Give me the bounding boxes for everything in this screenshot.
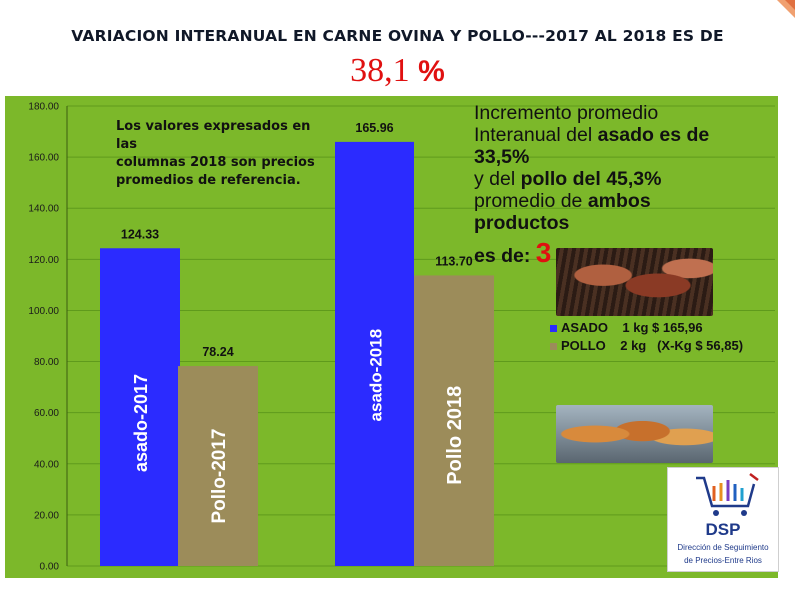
y-tick-label: 80.00 (34, 357, 59, 368)
callout-text: promedio de (474, 190, 588, 212)
data-label: 124.33 (121, 227, 159, 241)
legend-swatch (550, 342, 557, 350)
y-tick-label: 120.00 (28, 255, 59, 266)
callout-bold: es de: (474, 245, 536, 267)
note-line: las (116, 137, 137, 152)
legend-item-pollo: POLLO 2 kg (X-Kg $ 56,85) (550, 337, 743, 355)
legend-item-asado: ASADO 1 kg $ 165,96 (550, 319, 743, 337)
callout-line: promedio de ambos (474, 190, 774, 212)
callout-line: Interanual del asado es de (474, 124, 774, 146)
y-tick-label: 100.00 (28, 306, 59, 317)
dsp-logo: DSP Dirección de Seguimiento de Precios-… (667, 467, 779, 572)
pollo-photo (556, 405, 713, 463)
legend: ASADO 1 kg $ 165,96 POLLO 2 kg (X-Kg $ 5… (550, 319, 743, 355)
category-label: asado-2017 (131, 374, 151, 472)
shopping-cart-icon (696, 473, 759, 516)
callout-line: 33,5% (474, 146, 774, 168)
chart-note: Los valores expresados en las columnas 2… (116, 118, 326, 190)
bar (100, 248, 180, 567)
callout-red: 3 (535, 237, 552, 268)
y-tick-label: 60.00 (34, 408, 59, 419)
callout-line: productos (474, 212, 774, 234)
y-tick-label: 180.00 (28, 102, 59, 113)
logo-subtitle: Dirección de Seguimiento (677, 543, 769, 552)
callout-bold: pollo del 45,3% (520, 168, 662, 190)
callout-bold: 33,5% (474, 146, 530, 168)
legend-swatch (550, 324, 557, 332)
category-label: asado-2018 (367, 329, 386, 422)
legend-label: ASADO 1 kg $ 165,96 (561, 320, 703, 335)
y-tick-label: 140.00 (28, 204, 59, 215)
page-title: VARIACION INTERANUAL EN CARNE OVINA Y PO… (71, 27, 724, 45)
data-label: 113.70 (435, 254, 473, 268)
y-tick-label: 160.00 (28, 153, 59, 164)
legend-label: POLLO 2 kg (X-Kg $ 56,85) (561, 338, 744, 353)
callout-line: es de: 3 (474, 239, 774, 268)
increment-callout: Incremento promedio Interanual del asado… (474, 102, 774, 267)
logo-name: DSP (705, 520, 741, 539)
y-tick-label: 40.00 (34, 459, 59, 470)
note-line: promedios de referencia. (116, 173, 301, 188)
callout-text: y del (474, 168, 521, 190)
callout-line: Incremento promedio (474, 102, 659, 124)
note-line: columnas 2018 son precios (116, 155, 315, 170)
note-line: Los valores expresados en (116, 119, 311, 134)
callout-bold: ambos (587, 190, 651, 212)
headline-percentage: 38,1 % (0, 52, 795, 90)
callout-bold: productos (474, 212, 570, 234)
data-label: 78.24 (202, 345, 233, 359)
bar (178, 366, 258, 566)
asado-photo (556, 248, 713, 316)
category-label: Pollo-2017 (209, 429, 230, 524)
category-label: Pollo 2018 (444, 386, 466, 485)
headline-unit: % (418, 55, 445, 88)
bar-chart: 0.00 20.00 40.00 60.00 80.00 100.00 120.00 140.… (28, 102, 775, 573)
corner-decoration (777, 0, 795, 18)
logo-subtitle: de Precios-Entre Rios (684, 556, 762, 565)
callout-text: Interanual del (474, 124, 598, 146)
callout-line: y del pollo del 45,3% (474, 168, 774, 190)
headline-value: 38,1 (350, 52, 410, 89)
y-tick-label: 20.00 (34, 510, 59, 521)
bar (414, 275, 494, 566)
y-tick-label: 0.00 (40, 562, 60, 573)
chart-area: 0.00 20.00 40.00 60.00 80.00 100.00 120.00 140.… (5, 96, 778, 578)
bar (335, 141, 414, 566)
callout-bold: asado es de (597, 124, 710, 146)
data-label: 165.96 (355, 121, 393, 135)
